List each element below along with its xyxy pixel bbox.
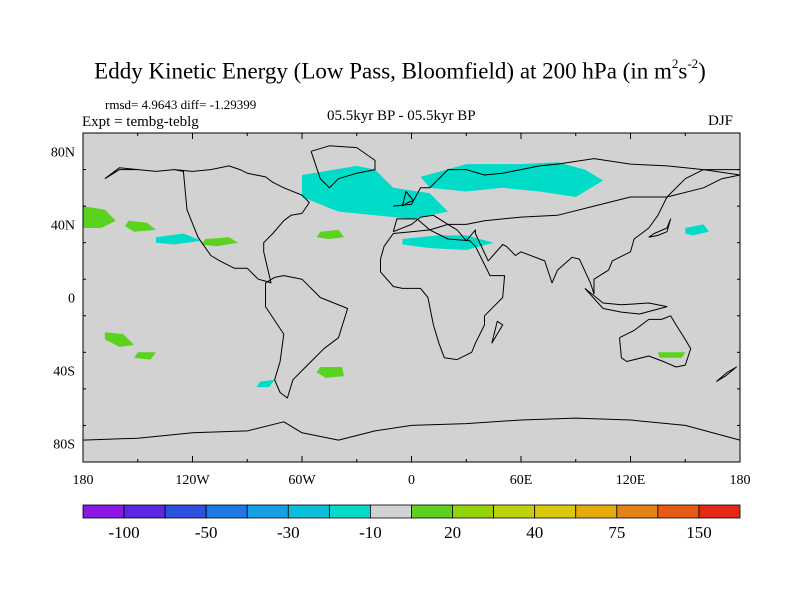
colorbar-label: 40 bbox=[526, 523, 543, 542]
y-tick-label: 80S bbox=[53, 438, 75, 453]
x-tick-label: 180 bbox=[73, 473, 94, 488]
x-tick-label: 60W bbox=[288, 473, 316, 488]
anomaly-south-atlantic-negative bbox=[256, 379, 275, 388]
x-tick-label: 120E bbox=[616, 473, 646, 488]
anomaly-mediterranean-negative bbox=[402, 235, 494, 250]
chart-title: Eddy Kinetic Energy (Low Pass, Bloomfiel… bbox=[94, 56, 706, 84]
colorbar-label: -100 bbox=[108, 523, 139, 542]
coastline-madagascar bbox=[491, 320, 504, 344]
period-label: 05.5kyr BP - 05.5kyr BP bbox=[327, 108, 476, 124]
colorbar-box bbox=[616, 504, 659, 519]
colorbar-box bbox=[164, 504, 207, 519]
season-label: DJF bbox=[708, 113, 734, 129]
anomaly-dateline-north-positive bbox=[83, 206, 116, 228]
colorbar-label: 20 bbox=[444, 523, 461, 542]
stats-label: rmsd= 4.9643 diff= -1.29399 bbox=[105, 97, 257, 112]
colorbar-label: 75 bbox=[608, 523, 625, 542]
colorbar-label: -10 bbox=[359, 523, 382, 542]
coastline-south-america bbox=[265, 275, 349, 399]
coastline-indonesia bbox=[584, 288, 668, 315]
coastline-uk bbox=[401, 191, 414, 207]
colorbar-label: 150 bbox=[686, 523, 712, 542]
x-tick-label: 180 bbox=[730, 473, 751, 488]
anomaly-atlantic-sub-positive bbox=[316, 229, 344, 239]
colorbar-box bbox=[82, 504, 125, 519]
anomaly-pacific-east-negative bbox=[156, 233, 202, 245]
coastline-antarctica bbox=[82, 417, 741, 441]
coastline-eurasia-north-coast bbox=[393, 158, 741, 207]
anomaly-south-pacific-positive bbox=[104, 332, 135, 347]
colorbar-box bbox=[493, 504, 536, 519]
coastline-eurasia bbox=[392, 169, 741, 295]
experiment-label: Expt = tembg-teblg bbox=[82, 114, 199, 130]
y-tick-label: 0 bbox=[68, 292, 75, 307]
anomaly-mexico-positive bbox=[201, 237, 239, 247]
colorbar-box bbox=[452, 504, 495, 519]
x-tick-label: 120W bbox=[175, 473, 210, 488]
colorbar-box bbox=[575, 504, 618, 519]
y-tick-label: 40S bbox=[53, 365, 75, 380]
colorbar-box bbox=[246, 504, 289, 519]
anomaly-australia-positive bbox=[657, 352, 686, 358]
colorbar-box bbox=[123, 504, 166, 519]
anomaly-south-pacific-2-positive bbox=[134, 352, 156, 360]
coastline-north-america bbox=[104, 165, 310, 284]
colorbar-box bbox=[411, 504, 453, 519]
colorbar-box bbox=[205, 504, 248, 519]
y-tick-label: 80N bbox=[51, 145, 75, 160]
colorbar-box bbox=[698, 504, 741, 519]
anomaly-central-pacific-positive bbox=[125, 220, 156, 232]
colorbar-box bbox=[287, 504, 330, 519]
anomaly-south-atlantic-positive bbox=[316, 367, 344, 378]
anomaly-eurasia-north-negative bbox=[420, 162, 604, 197]
x-tick-label: 60E bbox=[510, 473, 533, 488]
colorbar-label: -50 bbox=[195, 523, 218, 542]
colorbar-label: -30 bbox=[277, 523, 300, 542]
y-tick-label: 40N bbox=[51, 218, 75, 233]
coastline-greenland bbox=[310, 145, 376, 189]
map-background bbox=[83, 133, 740, 462]
coastline-japan bbox=[648, 218, 672, 238]
coastline-new-zealand bbox=[715, 366, 737, 383]
anomaly-pacific-west-negative bbox=[685, 224, 709, 236]
colorbar-box bbox=[370, 504, 412, 519]
colorbar-box bbox=[328, 504, 371, 519]
x-tick-label: 0 bbox=[408, 473, 415, 488]
coastline-africa bbox=[380, 229, 506, 361]
colorbar-box bbox=[657, 504, 700, 519]
colorbar-box bbox=[534, 504, 577, 519]
coastline-australia bbox=[619, 315, 692, 368]
